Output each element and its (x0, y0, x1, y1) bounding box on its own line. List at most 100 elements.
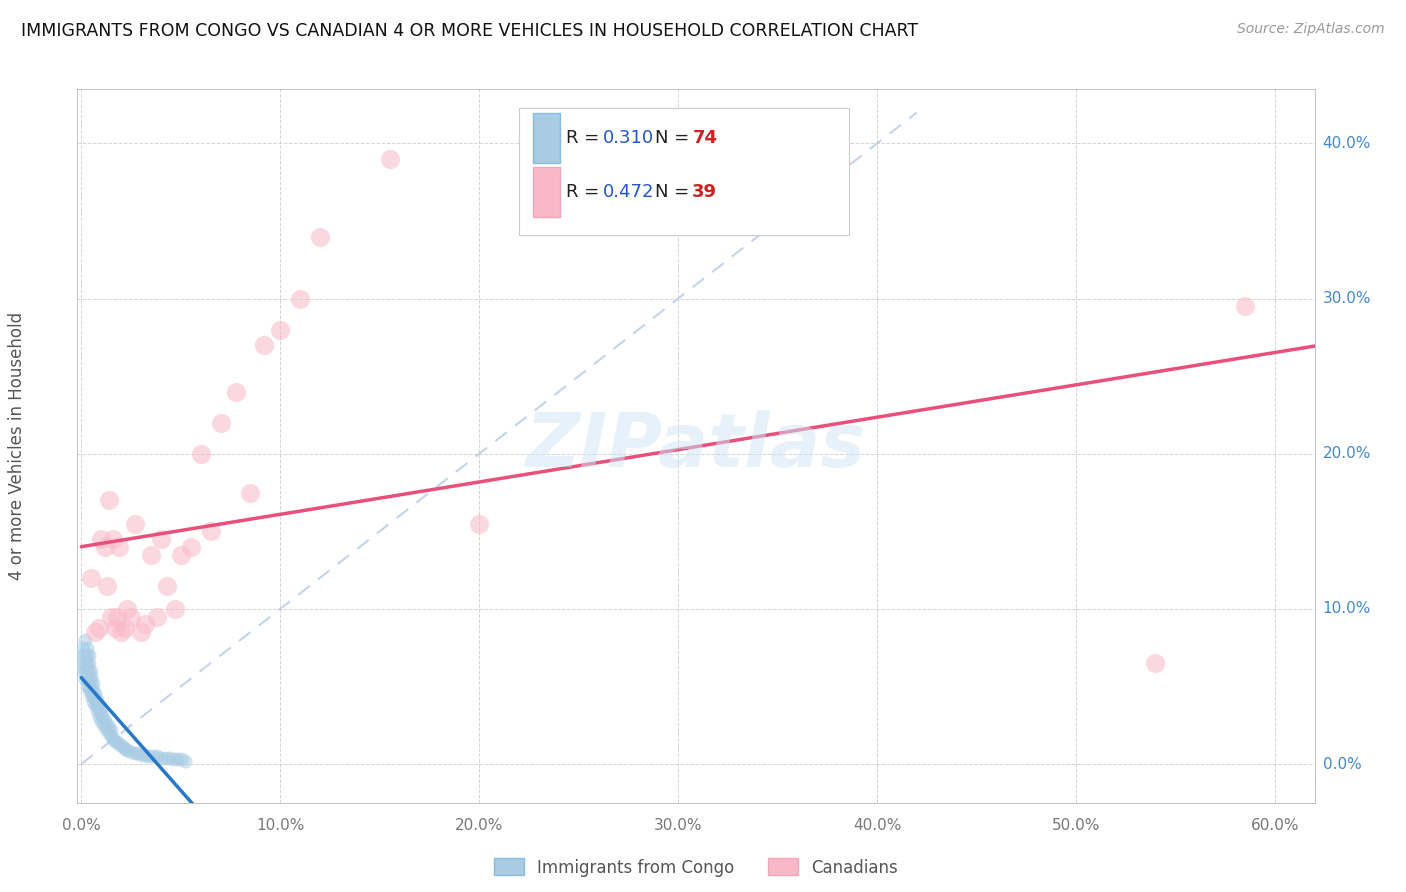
Point (76, 648, 98, 663)
Point (82, 682, 104, 697)
Point (101, 732, 124, 747)
Point (200, 524, 222, 539)
Point (138, 749, 160, 764)
Point (104, 733, 127, 747)
Point (309, 229, 332, 244)
Point (124, 746, 146, 760)
Text: 30.0%: 30.0% (1323, 291, 1371, 306)
Point (77, 648, 100, 663)
Text: R =: R = (567, 128, 605, 147)
Point (80, 571, 103, 585)
Text: 4 or more Vehicles in Household: 4 or more Vehicles in Household (8, 312, 25, 580)
Point (77, 682, 100, 697)
Point (80, 689, 103, 703)
Point (96, 716, 118, 731)
Point (149, 532, 172, 546)
Point (90, 707, 112, 722)
Point (72, 656, 94, 670)
Point (120, 609, 142, 624)
Point (100, 723, 122, 737)
Point (129, 625, 152, 640)
Point (80, 682, 103, 697)
Point (86, 691, 108, 706)
Point (84, 686, 107, 700)
Text: 10.0%: 10.0% (1323, 601, 1371, 616)
Point (91, 716, 114, 731)
Point (76, 664, 98, 678)
Point (1233, 299, 1256, 313)
Text: 0.472: 0.472 (603, 184, 655, 202)
Text: N =: N = (655, 128, 695, 147)
Point (104, 620, 127, 634)
Point (82, 689, 104, 703)
Point (149, 751, 172, 765)
Point (163, 602, 186, 616)
Point (170, 548, 193, 562)
Point (86, 698, 108, 712)
Text: 40.0%: 40.0% (853, 818, 901, 833)
Point (153, 751, 176, 765)
Text: 40.0%: 40.0% (1323, 136, 1371, 151)
Point (146, 609, 169, 624)
Point (82, 676, 104, 690)
Text: 20.0%: 20.0% (1323, 446, 1371, 461)
Point (110, 625, 132, 640)
Point (156, 579, 179, 593)
Text: 10.0%: 10.0% (256, 818, 305, 833)
Point (110, 739, 132, 753)
Point (180, 540, 202, 554)
Point (120, 745, 142, 759)
Point (72, 640, 94, 655)
Point (80, 664, 103, 678)
Text: 0.0%: 0.0% (1323, 756, 1361, 772)
Point (96, 723, 118, 737)
Point (77, 656, 100, 670)
Point (84, 691, 107, 706)
Point (86, 704, 108, 718)
Point (75, 648, 97, 663)
Point (101, 532, 124, 546)
Point (77, 676, 100, 690)
Point (82, 695, 104, 709)
Point (76, 672, 98, 686)
Point (91, 710, 114, 724)
Point (115, 602, 138, 616)
Text: N =: N = (655, 184, 695, 202)
Text: IMMIGRANTS FROM CONGO VS CANADIAN 4 OR MORE VEHICLES IN HOUSEHOLD CORRELATION CH: IMMIGRANTS FROM CONGO VS CANADIAN 4 OR M… (21, 22, 918, 40)
Point (84, 698, 107, 712)
Point (89, 703, 111, 717)
Point (225, 384, 247, 399)
Point (239, 485, 262, 500)
Text: 39: 39 (692, 184, 717, 202)
Point (80, 676, 103, 690)
Point (72, 664, 94, 678)
Point (90, 701, 112, 715)
Point (269, 323, 291, 337)
Point (84, 625, 107, 640)
Point (98, 493, 121, 508)
Point (90, 532, 112, 546)
Point (115, 743, 138, 757)
Point (468, 516, 491, 531)
Point (108, 737, 131, 751)
Point (142, 749, 165, 764)
Point (288, 292, 311, 306)
Point (125, 746, 148, 760)
Point (76, 680, 98, 694)
Point (89, 620, 111, 634)
Point (114, 620, 136, 634)
Text: 60.0%: 60.0% (1250, 818, 1299, 833)
Point (378, 152, 401, 166)
Text: 0.310: 0.310 (603, 128, 654, 147)
Point (253, 338, 276, 352)
Text: 0.0%: 0.0% (62, 818, 101, 833)
Point (94, 714, 117, 728)
Point (146, 749, 169, 764)
Point (166, 752, 188, 766)
Point (77, 670, 100, 684)
Point (162, 752, 184, 766)
Point (76, 656, 98, 670)
Point (134, 617, 156, 632)
Text: Source: ZipAtlas.com: Source: ZipAtlas.com (1237, 22, 1385, 37)
Point (129, 747, 152, 762)
